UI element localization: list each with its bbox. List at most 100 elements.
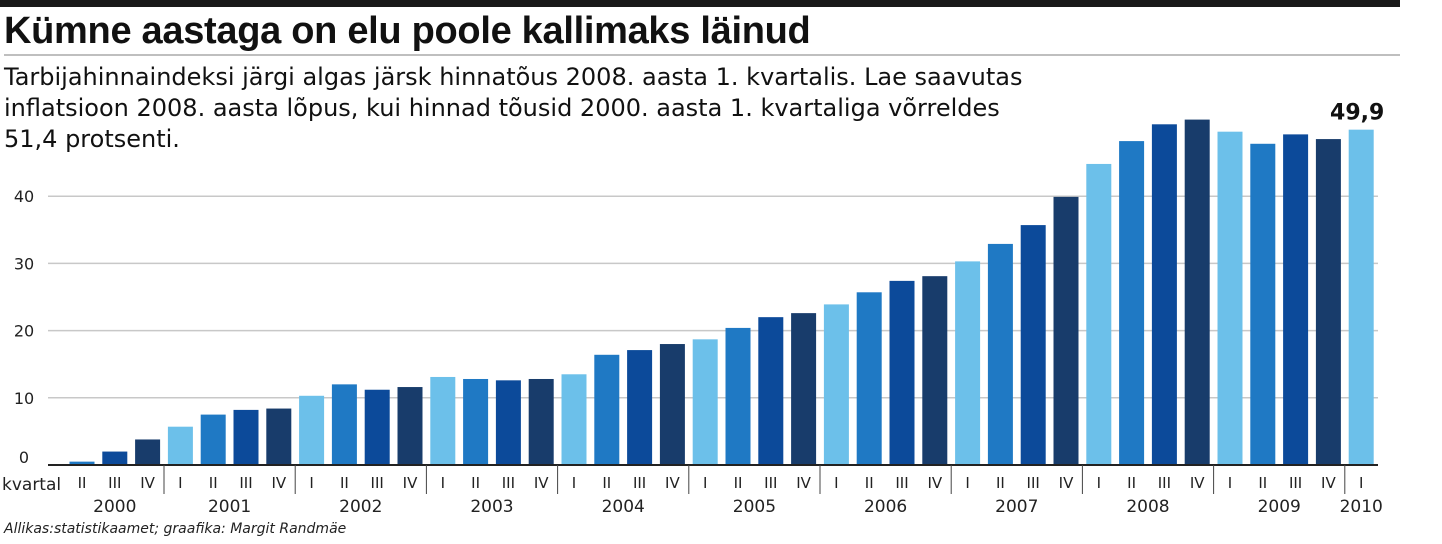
x-tick-label: IV — [271, 474, 286, 492]
bar — [528, 378, 554, 465]
bar — [1217, 131, 1243, 466]
x-tick-label: IV — [796, 474, 811, 492]
subtitle-line: Tarbijahinnaindeksi järgi algas järsk hi… — [4, 63, 1023, 91]
x-tick-label: II — [865, 474, 874, 492]
x-tick-label: II — [78, 474, 87, 492]
x-tick-label: I — [178, 474, 182, 492]
y-tick-label: 20 — [14, 322, 34, 341]
x-tick-label: I — [703, 474, 707, 492]
bar — [1086, 163, 1112, 465]
bar — [1348, 129, 1374, 465]
year-label: 2005 — [733, 497, 776, 517]
x-tick-label: III — [108, 474, 121, 492]
bar — [135, 439, 161, 465]
bar — [561, 374, 587, 465]
x-tick-label: III — [502, 474, 515, 492]
year-label: 2003 — [470, 497, 513, 517]
x-tick-label: IV — [1190, 474, 1205, 492]
subtitle-line: 51,4 protsenti. — [4, 125, 180, 153]
bar — [1020, 225, 1046, 465]
y-tick-label: 30 — [14, 254, 34, 273]
x-tick-label: IV — [1321, 474, 1336, 492]
x-tick-label: IV — [665, 474, 680, 492]
bar — [200, 414, 226, 465]
bar — [463, 378, 489, 465]
bar — [102, 451, 128, 465]
bar — [922, 276, 948, 465]
x-tick-label: III — [633, 474, 646, 492]
bar — [233, 409, 259, 465]
x-tick-label: IV — [403, 474, 418, 492]
x-tick-label: II — [1127, 474, 1136, 492]
bar — [627, 350, 653, 465]
x-tick-label: IV — [927, 474, 942, 492]
bar — [889, 280, 915, 465]
bar — [1053, 196, 1079, 465]
source-credit: Allikas:statistikaamet; graafika: Margit… — [4, 521, 347, 537]
bar — [1283, 134, 1309, 465]
bar — [1119, 141, 1145, 465]
x-tick-label: III — [371, 474, 384, 492]
x-tick-label: II — [209, 474, 218, 492]
x-tick-label: III — [1158, 474, 1171, 492]
bar — [1250, 143, 1276, 465]
bar — [69, 461, 95, 465]
x-tick-label: II — [734, 474, 743, 492]
bar — [791, 313, 817, 465]
x-tick-label: II — [996, 474, 1005, 492]
year-label: 2010 — [1340, 497, 1383, 517]
bar — [758, 317, 784, 465]
x-tick-label: I — [441, 474, 445, 492]
subtitle-line: inflatsioon 2008. aasta lõpus, kui hinna… — [4, 94, 1000, 122]
bar — [430, 376, 456, 465]
year-label: 2007 — [995, 497, 1038, 517]
bar — [167, 426, 193, 465]
x-tick-label: II — [1258, 474, 1267, 492]
x-tick-label: II — [340, 474, 349, 492]
year-label: 2006 — [864, 497, 907, 517]
x-tick-label: IV — [140, 474, 155, 492]
bar — [331, 384, 357, 465]
x-tick-label: I — [572, 474, 576, 492]
year-label: 2009 — [1258, 497, 1301, 517]
chart-subtitle: Tarbijahinnaindeksi järgi algas järsk hi… — [4, 62, 1384, 155]
bar — [1151, 124, 1177, 466]
bar — [495, 380, 521, 465]
bar — [397, 387, 423, 465]
bar — [856, 292, 882, 465]
bar — [823, 304, 849, 465]
y-tick-label: 40 — [14, 187, 34, 206]
x-tick-label: III — [1289, 474, 1302, 492]
x-tick-label: III — [764, 474, 777, 492]
x-tick-label: II — [602, 474, 611, 492]
bar — [364, 389, 390, 465]
bar — [692, 339, 718, 465]
x-tick-label: I — [965, 474, 969, 492]
bar — [594, 354, 620, 465]
y-tick-label: 0 — [19, 448, 29, 467]
x-tick-label: III — [239, 474, 252, 492]
x-tick-label: I — [1228, 474, 1232, 492]
x-tick-label: IV — [534, 474, 549, 492]
x-tick-label: IV — [1059, 474, 1074, 492]
bar — [1315, 139, 1341, 465]
bar — [987, 243, 1013, 465]
bar — [725, 327, 751, 465]
bar — [299, 395, 325, 465]
x-axis-label: kvartal — [2, 475, 61, 495]
top-rule — [0, 0, 1400, 7]
x-tick-label: III — [1027, 474, 1040, 492]
year-label: 2008 — [1126, 497, 1169, 517]
y-tick-label: 10 — [14, 389, 34, 408]
year-label: 2000 — [93, 497, 136, 517]
x-tick-label: III — [895, 474, 908, 492]
bar — [266, 408, 292, 465]
year-label: 2001 — [208, 497, 251, 517]
chart-title: Kümne aastaga on elu poole kallimaks läi… — [4, 8, 1400, 56]
bar — [1184, 119, 1210, 465]
bar — [955, 261, 981, 465]
x-tick-label: I — [1097, 474, 1101, 492]
x-tick-label: I — [834, 474, 838, 492]
x-tick-label: II — [471, 474, 480, 492]
